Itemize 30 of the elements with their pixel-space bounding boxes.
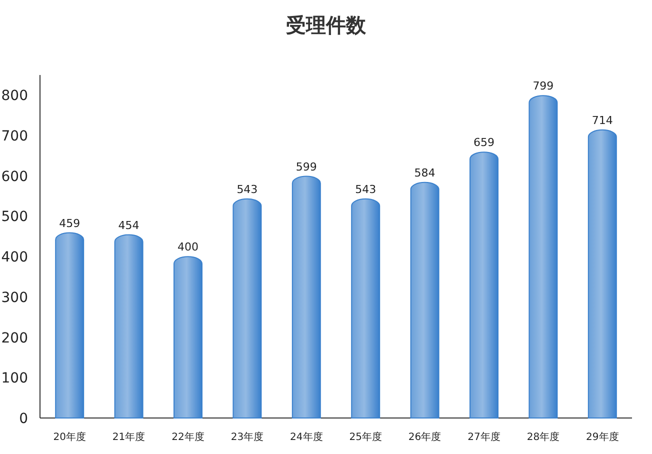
x-tick-label: 24年度 [290,431,323,443]
data-label: 454 [118,218,140,232]
data-label: 599 [296,160,317,174]
x-tick-label: 20年度 [53,431,86,443]
y-tick-label: 200 [1,330,28,346]
y-tick-label: 500 [1,209,28,226]
x-tick-label: 25年度 [349,431,382,443]
y-tick-label: 800 [1,88,28,104]
x-tick-label: 21年度 [112,431,146,443]
x-tick-label: 22年度 [172,431,204,443]
x-tick-label: 28年度 [526,431,560,443]
y-tick-label: 400 [1,250,28,266]
data-label: 584 [414,166,436,180]
data-label: 799 [532,80,554,93]
x-tick-label: 26年度 [408,431,442,443]
data-label: 543 [355,182,376,196]
y-tick-label: 600 [1,168,28,185]
data-label: 459 [59,216,80,230]
y-tick-label: 0 [19,411,28,427]
y-tick-label: 100 [1,370,28,387]
x-tick-label: 29年度 [586,431,619,443]
chart-title: 受理件数 [286,13,367,37]
data-label: 659 [474,136,494,150]
data-label: 400 [178,240,198,254]
x-tick-label: 23年度 [230,431,264,443]
x-tick-label: 27年度 [468,431,500,443]
y-tick-label: 300 [1,290,28,306]
data-label: 714 [592,114,613,127]
data-label: 543 [236,182,258,196]
y-tick-label: 700 [1,128,28,145]
